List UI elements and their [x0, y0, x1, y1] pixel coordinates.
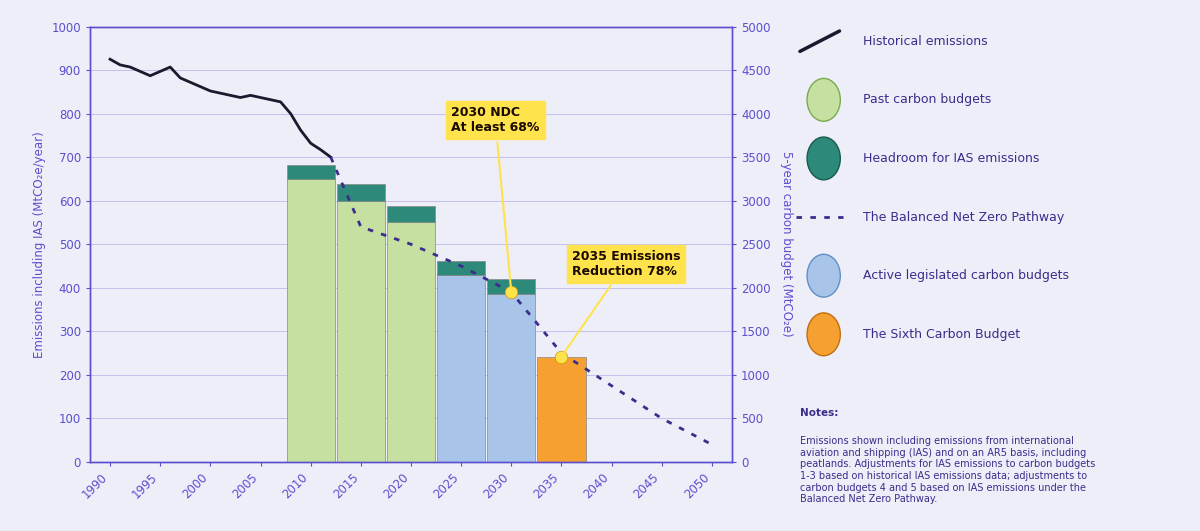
Circle shape: [808, 137, 840, 180]
Text: 2030 NDC
At least 68%: 2030 NDC At least 68%: [451, 106, 540, 289]
Circle shape: [808, 79, 840, 121]
Text: Historical emissions: Historical emissions: [863, 35, 988, 48]
Bar: [437, 261, 485, 275]
Text: Notes:: Notes:: [800, 408, 839, 418]
Y-axis label: 5-year carbon budget (MtCO₂e): 5-year carbon budget (MtCO₂e): [780, 151, 793, 337]
Text: 2035 Emissions
Reduction 78%: 2035 Emissions Reduction 78%: [563, 250, 680, 354]
Text: Emissions shown including emissions from international
aviation and shipping (IA: Emissions shown including emissions from…: [800, 436, 1096, 504]
Circle shape: [808, 313, 840, 356]
Bar: [386, 222, 436, 462]
Bar: [437, 275, 485, 462]
Bar: [287, 179, 335, 462]
Text: Headroom for IAS emissions: Headroom for IAS emissions: [863, 152, 1039, 165]
Text: Past carbon budgets: Past carbon budgets: [863, 93, 991, 106]
Bar: [487, 294, 535, 462]
Bar: [487, 279, 535, 294]
Circle shape: [808, 254, 840, 297]
Y-axis label: Emissions including IAS (MtCO₂e/year): Emissions including IAS (MtCO₂e/year): [32, 131, 46, 358]
Bar: [337, 184, 385, 201]
Bar: [287, 165, 335, 179]
Text: Active legislated carbon budgets: Active legislated carbon budgets: [863, 269, 1069, 282]
Bar: [386, 206, 436, 222]
Bar: [538, 357, 586, 462]
Text: The Sixth Carbon Budget: The Sixth Carbon Budget: [863, 328, 1020, 341]
Bar: [337, 201, 385, 462]
Text: The Balanced Net Zero Pathway: The Balanced Net Zero Pathway: [863, 211, 1064, 224]
